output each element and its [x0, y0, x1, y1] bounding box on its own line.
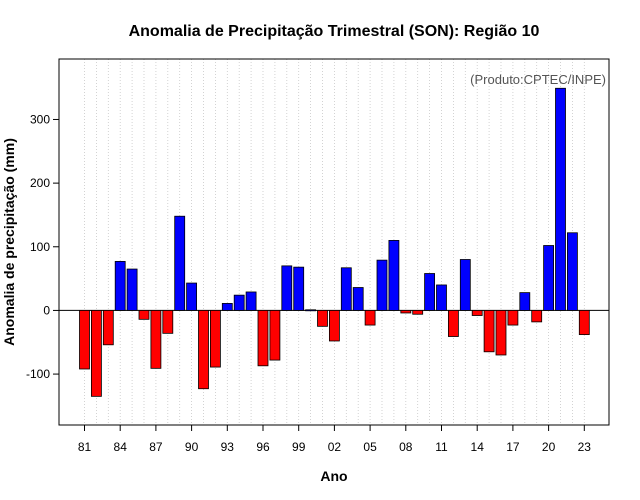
x-tick-label: 14 [471, 440, 485, 454]
x-tick-label: 84 [114, 440, 128, 454]
bar-2019 [531, 310, 543, 323]
y-tick-label: 300 [30, 112, 50, 126]
bar-2010 [424, 273, 436, 311]
chart-title: Anomalia de Precipitação Trimestral (SON… [129, 23, 540, 40]
x-axis-label: Ano [320, 468, 347, 484]
bars [79, 87, 590, 397]
bar-1988 [162, 310, 174, 334]
x-tick-label: 11 [435, 440, 448, 454]
bar-1992 [209, 310, 221, 368]
x-tick-label: 20 [542, 440, 556, 454]
bar-2013 [459, 259, 471, 311]
bar-2009 [412, 310, 424, 315]
bar-1984 [114, 261, 126, 311]
bar-2018 [519, 292, 531, 311]
bar-1999 [293, 266, 305, 311]
bar-2020 [543, 245, 554, 311]
bar-1995 [245, 291, 257, 311]
bar-2017 [507, 310, 519, 326]
bar-2003 [340, 267, 352, 311]
bar-1991 [198, 310, 209, 390]
y-axis: -100 0 100 200 300 [26, 112, 59, 381]
x-tick-label: 87 [149, 440, 163, 454]
x-tick-label: 81 [78, 440, 92, 454]
grid-lines [84, 59, 585, 425]
bar-2011 [436, 284, 447, 311]
bar-1997 [269, 310, 281, 361]
bar-2008 [400, 310, 412, 314]
bar-1996 [257, 310, 269, 367]
bar-2015 [483, 310, 495, 353]
bar-2021 [555, 87, 566, 311]
bar-2000 [305, 309, 317, 312]
bar-1994 [233, 294, 245, 311]
x-tick-label: 23 [578, 440, 592, 454]
x-tick-label: 05 [363, 440, 377, 454]
x-tick-label: 99 [292, 440, 306, 454]
y-tick-label: 100 [30, 240, 50, 254]
bar-2016 [495, 310, 507, 356]
bar-2023 [578, 310, 590, 336]
x-tick-label: 90 [185, 440, 199, 454]
bar-1985 [126, 268, 138, 311]
bar-2022 [567, 232, 578, 311]
product-annotation: (Produto:CPTEC/INPE) [470, 72, 606, 87]
x-axis: 81 84 87 90 93 96 99 02 05 08 11 14 17 20 23 [78, 425, 591, 454]
y-tick-label: -100 [26, 367, 50, 381]
bar-1987 [150, 310, 162, 369]
bar-1990 [186, 282, 198, 311]
x-tick-label: 17 [506, 440, 520, 454]
x-tick-label: 96 [256, 440, 270, 454]
y-axis-label: Anomalia de precipitação (mm) [1, 138, 17, 346]
bar-2004 [352, 287, 364, 311]
x-tick-label: 08 [399, 440, 413, 454]
bar-1983 [102, 310, 114, 346]
bar-1993 [221, 303, 233, 311]
bar-1998 [281, 265, 293, 311]
x-tick-label: 93 [221, 440, 235, 454]
bar-1981 [79, 310, 90, 370]
y-tick-label: 200 [30, 176, 50, 190]
bar-2005 [364, 310, 376, 326]
bar-2012 [447, 310, 459, 337]
x-tick-label: 02 [328, 440, 342, 454]
bar-2002 [328, 310, 340, 342]
bar-2006 [376, 259, 388, 311]
bar-2014 [471, 310, 483, 316]
bar-1986 [138, 310, 150, 320]
bar-1989 [174, 215, 186, 311]
bar-2007 [388, 240, 400, 311]
bar-2001 [317, 310, 328, 327]
bar-1982 [91, 310, 102, 397]
y-tick-label: 0 [43, 303, 50, 317]
